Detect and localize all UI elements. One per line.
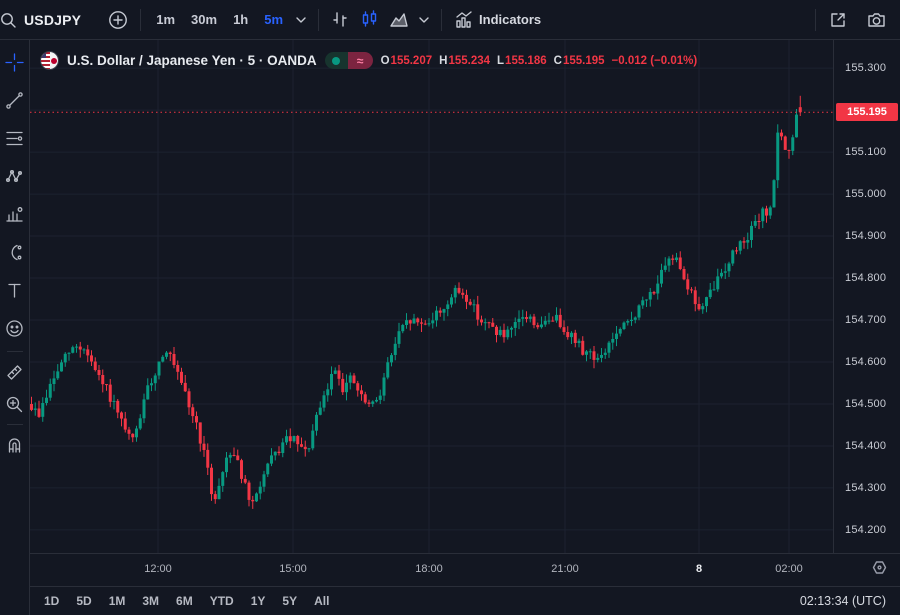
range-button-5d[interactable]: 5D [76,594,92,608]
price-tick-label: 154.400 [845,440,887,452]
open-label: O [380,54,390,67]
measure-ruler-tool[interactable] [0,356,29,388]
price-tick-label: 155.000 [845,188,887,200]
price-tick-label: 154.300 [845,482,887,494]
timeframe-30m-button[interactable]: 30m [191,12,218,27]
toolbar-divider [140,8,142,31]
market-status-pills[interactable]: ≈ [324,52,373,69]
time-tick-label: 15:00 [279,563,307,575]
candlestick-chart[interactable] [30,40,833,553]
screenshot-camera-icon[interactable] [861,7,892,33]
date-range-buttons: 1D 5D 1M 3M 6M YTD 1Y 5Y All [44,594,346,608]
range-button-5y[interactable]: 5Y [282,594,298,608]
timeframe-chevron-down-icon[interactable] [291,14,311,26]
chart-pane[interactable]: U.S. Dollar / Japanese Yen · 5 · OANDA ≈… [30,40,833,553]
chart-style-chevron-down-icon[interactable] [414,14,434,26]
time-tick-label: 02:00 [775,563,803,575]
low-label: L [497,54,505,67]
time-tick-label: 21:00 [551,563,579,575]
price-tick-label: 154.500 [845,398,887,410]
area-chart-style-icon[interactable] [384,8,414,32]
price-tick-label: 154.900 [845,230,887,242]
range-button-1y[interactable]: 1Y [250,594,266,608]
bottom-toolbar: 1D 5D 1M 3M 6M YTD 1Y 5Y All 02:13:34 (UTC) [30,586,900,615]
sidebar-divider [6,351,23,352]
range-button-1m[interactable]: 1M [108,594,126,608]
change-value: −0.012 (−0.01%) [611,54,698,67]
emoji-tool[interactable] [0,309,29,347]
range-button-6m[interactable]: 6M [176,594,193,608]
symbol-name[interactable]: USDJPY [24,11,82,28]
toolbar-divider [441,8,443,31]
range-button-all[interactable]: All [314,594,330,608]
toolbar-divider [815,8,816,31]
zoom-in-tool[interactable] [0,388,29,420]
crosshair-tool[interactable] [0,43,29,81]
brush-tool[interactable] [0,233,29,271]
usdjpy-flag-icon [40,51,59,70]
range-button-3m[interactable]: 3M [142,594,160,608]
indicators-button[interactable]: Indicators [449,7,546,33]
low-value: 155.186 [505,54,547,67]
trend-line-tool[interactable] [0,81,29,119]
legend-symbol-title[interactable]: U.S. Dollar / Japanese Yen · 5 · OANDA [67,53,317,68]
axis-settings-corner [833,553,900,586]
symbol-search-icon[interactable] [0,8,22,32]
time-tick-label: 8 [695,563,703,575]
price-tick-label: 154.800 [845,272,887,284]
top-toolbar: USDJPY 1m 30m 1h 5m Indicators [0,0,900,40]
price-tick-label: 155.100 [845,146,887,158]
timeframe-1m-button[interactable]: 1m [156,12,176,27]
forecast-tool[interactable] [0,195,29,233]
range-button-1d[interactable]: 1D [44,594,60,608]
time-tick-label: 12:00 [144,563,172,575]
price-tick-label: 155.300 [845,62,887,74]
indicators-label: Indicators [479,12,542,27]
xabcd-pattern-tool[interactable] [0,157,29,195]
market-open-dot-icon [332,56,341,65]
time-axis[interactable]: 12:00 15:00 18:00 21:00 8 02:00 [30,553,833,586]
ohlc-readout: O 155.207 H 155.234 L 155.186 C 155.195 −0.0… [381,55,698,67]
close-label: C [553,54,562,67]
magnet-tool[interactable] [0,429,29,461]
timeframe-1h-button[interactable]: 1h [233,12,249,27]
price-tick-label: 154.600 [845,356,887,368]
close-value: 155.195 [562,54,605,67]
range-button-ytd[interactable]: YTD [209,594,234,608]
time-tick-label: 18:00 [415,563,443,575]
timeframe-5m-button[interactable]: 5m [264,12,284,27]
price-tick-label: 154.700 [845,314,887,326]
open-in-new-window-icon[interactable] [823,7,853,33]
fib-retracement-tool[interactable] [0,119,29,157]
price-tick-label: 154.200 [845,524,887,536]
add-symbol-plus-icon[interactable] [103,7,133,33]
high-value: 155.234 [448,54,491,67]
price-axis[interactable]: 155.195 155.300 155.100 155.000 154.900 154.… [833,40,900,553]
candles-chart-style-icon[interactable] [355,7,384,32]
drawing-toolbar [0,40,30,615]
toolbar-divider [318,8,320,31]
open-value: 155.207 [390,54,433,67]
high-label: H [439,54,448,67]
market-open-indicator [324,52,348,69]
last-price-label: 155.195 [836,103,898,121]
chart-legend: U.S. Dollar / Japanese Yen · 5 · OANDA ≈… [40,51,697,70]
clock-utc[interactable]: 02:13:34 (UTC) [799,594,886,608]
text-tool[interactable] [0,271,29,309]
sidebar-divider [6,424,23,425]
delayed-data-badge: ≈ [347,52,373,69]
axis-settings-icon[interactable] [871,559,888,581]
bar-chart-style-icon[interactable] [326,7,355,32]
